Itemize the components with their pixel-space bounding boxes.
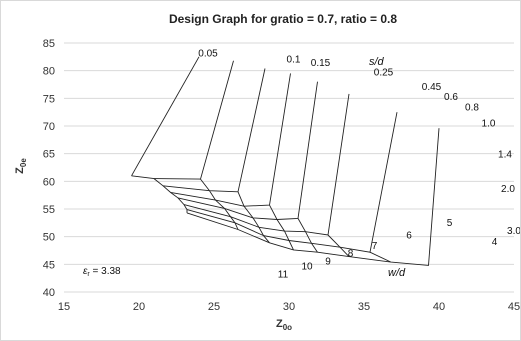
wd-value-label: 9 <box>325 256 331 267</box>
wd-value-label: 11 <box>278 270 289 281</box>
x-tick-label: 15 <box>58 301 70 313</box>
epsilon-annotation: εr = 3.38 <box>83 266 121 278</box>
sd-value-label: 0.8 <box>465 103 479 114</box>
sd-family-label: s/d <box>369 56 385 68</box>
y-tick-label: 50 <box>43 232 55 244</box>
wd-curve-10 <box>153 60 234 180</box>
sd-value-label: 1.4 <box>498 150 512 161</box>
sd-value-label: 0.6 <box>444 92 458 103</box>
wd-value-label: 5 <box>447 218 453 229</box>
x-tick-label: 45 <box>508 301 520 313</box>
sd-curve-0.6 <box>327 234 350 257</box>
wd-curve-5 <box>186 112 398 253</box>
y-tick-label: 80 <box>43 66 55 78</box>
sd-curve-0.15 <box>237 191 270 244</box>
wd-value-label: 6 <box>406 230 412 241</box>
sd-value-label: 2.0 <box>501 184 515 195</box>
wd-curve-8 <box>170 73 291 207</box>
x-tick-label: 35 <box>358 301 370 313</box>
sd-curve-0.05 <box>131 175 188 213</box>
sd-value-label: 0.25 <box>374 68 394 79</box>
y-tick-label: 85 <box>43 38 55 50</box>
x-tick-label: 20 <box>133 301 145 313</box>
wd-curve-6 <box>183 93 350 236</box>
wd-family-label: w/d <box>388 267 406 279</box>
sd-value-label: 3.0 <box>507 226 520 237</box>
wd-value-label: 10 <box>301 261 313 272</box>
sd-curve-0.25 <box>269 204 294 251</box>
wd-value-label: 7 <box>372 241 378 252</box>
sd-value-label: 0.15 <box>311 58 331 69</box>
sd-value-label: 1.0 <box>482 119 496 130</box>
y-tick-label: 70 <box>43 121 55 133</box>
y-tick-label: 65 <box>43 149 55 161</box>
sd-curve-0.8 <box>369 251 392 263</box>
sd-value-label: 0.45 <box>422 82 442 93</box>
sd-value-label: 0.1 <box>287 54 301 65</box>
x-tick-label: 30 <box>283 301 295 313</box>
wd-curve-7 <box>177 81 318 220</box>
x-tick-label: 25 <box>208 301 220 313</box>
y-tick-label: 75 <box>43 93 55 105</box>
x-tick-label: 40 <box>433 301 445 313</box>
y-tick-label: 40 <box>43 287 55 299</box>
y-tick-label: 55 <box>43 204 55 216</box>
wd-curve-11 <box>131 56 200 177</box>
chart-title: Design Graph for gratio = 0.7, ratio = 0… <box>169 12 397 26</box>
wd-value-label: 4 <box>492 237 498 248</box>
sd-curve-0.45 <box>297 218 318 253</box>
y-tick-label: 60 <box>43 176 55 188</box>
sd-curve-0.1 <box>200 178 239 230</box>
y-tick-label: 45 <box>43 259 55 271</box>
x-axis-label: Z0o <box>276 318 292 332</box>
wd-value-label: 8 <box>348 249 354 260</box>
y-axis-label: Z0e <box>14 158 28 174</box>
wd-curve-9 <box>162 68 266 193</box>
sd-value-label: 0.05 <box>198 48 218 59</box>
